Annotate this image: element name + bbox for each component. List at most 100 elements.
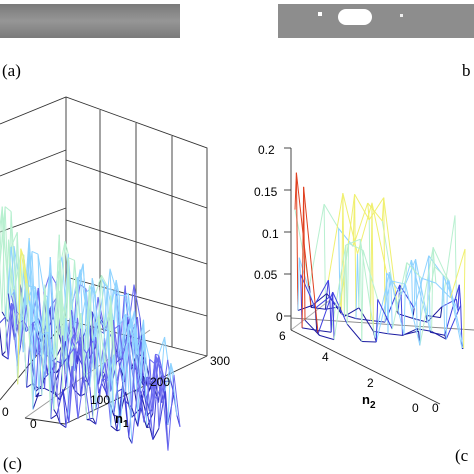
surface-mesh-segment — [86, 285, 91, 393]
surface-mesh-segment — [47, 331, 55, 361]
surface-mesh-segment — [354, 194, 370, 221]
surface-mesh-segment — [113, 324, 120, 330]
surface-mesh-segment — [59, 423, 67, 429]
surface-mesh-segment — [101, 362, 106, 377]
surface-mesh-segment — [107, 354, 115, 381]
surface-mesh-segment — [71, 366, 79, 419]
surface-mesh-segment — [383, 197, 386, 323]
surface-mesh-segment — [62, 275, 70, 336]
surface-mesh-segment — [110, 425, 118, 432]
panel-c-label: (c) — [3, 454, 22, 473]
surface-mesh-segment — [104, 362, 109, 381]
surface-mesh-segment — [371, 202, 374, 332]
surface-mesh-segment — [34, 286, 42, 327]
surface-mesh-segment — [377, 299, 393, 330]
surface-mesh-segment — [445, 278, 449, 340]
surface-mesh-segment — [432, 247, 449, 280]
surface-mesh-segment — [98, 315, 106, 363]
surface-mesh-segment — [445, 305, 462, 340]
surface-mesh-segment — [79, 269, 84, 337]
surface-mesh-segment — [56, 388, 64, 415]
surface-mesh-segment — [52, 260, 60, 373]
surface-mesh-segment — [10, 232, 18, 248]
surface-mesh-segment — [155, 356, 163, 371]
surface-mesh-segment — [53, 360, 61, 424]
surface-mesh-segment — [317, 291, 334, 334]
surface-mesh-segment — [1, 206, 6, 318]
surface-mesh-segment — [161, 383, 169, 451]
surface-mesh-segment — [86, 353, 91, 388]
surface-mesh-segment — [146, 426, 150, 429]
surface-mesh-segment — [398, 313, 413, 319]
surface-mesh-segment — [303, 186, 319, 334]
surface-mesh-segment — [146, 413, 154, 428]
surface-mesh-segment — [116, 429, 121, 432]
surface-mesh-segment — [62, 355, 70, 365]
surface-mesh-segment — [86, 338, 94, 393]
surface-mesh-segment — [28, 252, 33, 319]
panel-c-yaxis-tick: 300 — [210, 354, 230, 368]
panel-b-bright-blob — [338, 9, 372, 25]
surface-mesh-segment — [431, 330, 447, 340]
surface-mesh-segment — [121, 295, 126, 352]
surface-mesh-segment — [167, 363, 172, 425]
surface-mesh-segment — [310, 306, 326, 310]
surface-mesh-segment — [359, 239, 363, 342]
surface-mesh-segment — [41, 284, 46, 396]
surface-mesh-segment — [133, 284, 141, 318]
surface-mesh-segment — [125, 314, 132, 320]
surface-mesh-segment — [355, 253, 358, 319]
surface-mesh-segment — [100, 274, 108, 287]
surface-mesh-segment — [115, 279, 120, 296]
surface-mesh-segment — [400, 259, 417, 295]
surface-mesh-segment — [403, 284, 406, 335]
surface-mesh-segment — [110, 295, 118, 382]
surface-mesh-segment — [119, 314, 126, 326]
surface-mesh-segment — [122, 314, 126, 358]
surface-mesh-segment — [10, 211, 15, 340]
surface-mesh-segment — [125, 401, 133, 408]
panel-c-surface-mesh — [0, 206, 181, 451]
surface-mesh-segment — [70, 260, 75, 310]
surface-mesh-segment — [119, 345, 127, 430]
surface-mesh-segment — [53, 409, 58, 415]
surface-mesh-segment — [415, 259, 431, 333]
surface-mesh-segment — [95, 378, 103, 425]
surface-mesh-segment — [112, 290, 117, 297]
surface-mesh-segment — [101, 378, 109, 381]
panel-d-label: (c — [455, 446, 469, 465]
surface-mesh-segment — [402, 334, 405, 336]
surface-mesh-segment — [164, 363, 172, 392]
surface-mesh-segment — [125, 345, 133, 444]
surface-mesh-segment — [140, 376, 148, 396]
surface-mesh-segment — [128, 324, 133, 408]
surface-mesh-segment — [59, 290, 67, 319]
surface-mesh-segment — [4, 303, 12, 352]
surface-mesh-segment — [77, 341, 85, 373]
surface-mesh-segment — [457, 284, 460, 311]
surface-mesh-segment — [143, 378, 151, 423]
surface-mesh-segment — [404, 284, 421, 346]
surface-mesh-segment — [367, 202, 383, 222]
surface-mesh-segment — [432, 247, 435, 267]
panel-d-yaxis-tick: 2 — [367, 376, 374, 390]
panel-d-zaxis-tick: 0.15 — [254, 185, 278, 199]
surface-mesh-segment — [406, 262, 422, 279]
panel-d-zaxis-tick: 0.1 — [262, 227, 279, 241]
panel-d-grid — [284, 147, 474, 405]
surface-mesh-segment — [415, 259, 418, 329]
surface-mesh-segment — [14, 254, 22, 290]
surface-mesh-segment — [354, 194, 357, 319]
surface-mesh-segment — [8, 239, 12, 296]
surface-mesh-segment — [37, 254, 45, 293]
surface-mesh-segment — [107, 329, 112, 426]
surface-mesh-segment — [303, 186, 306, 321]
surface-mesh-segment — [26, 342, 31, 388]
surface-mesh-segment — [119, 366, 124, 383]
surface-mesh-segment — [89, 285, 94, 341]
surface-mesh-segment — [348, 242, 364, 251]
surface-mesh-segment — [91, 278, 96, 295]
surface-mesh-segment — [113, 413, 118, 431]
surface-mesh-segment — [388, 272, 392, 281]
surface-mesh-segment — [74, 390, 81, 397]
